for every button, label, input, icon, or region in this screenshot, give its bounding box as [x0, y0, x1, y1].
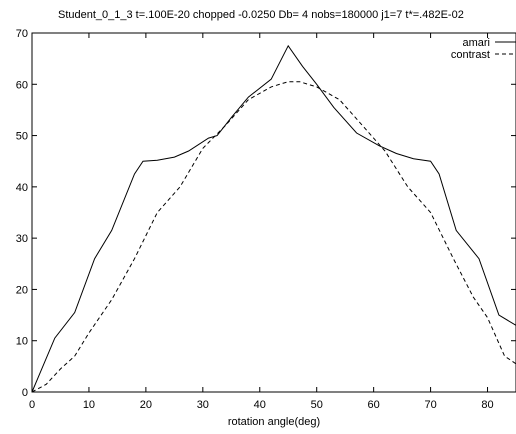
plot-area: 0 10 20 30 40 50 60 70 80 0 10 20 30 40 50 60 70	[16, 28, 516, 411]
x-tick-label: 50	[311, 399, 323, 411]
plot-frame	[31, 32, 516, 393]
x-tick-label: 30	[197, 399, 209, 411]
y-tick-label: 0	[22, 387, 28, 399]
x-tick-label: 20	[140, 399, 152, 411]
y-tick-label: 70	[16, 28, 28, 40]
y-tick-label: 10	[16, 336, 28, 348]
chart-title: Student_0_1_3 t=.100E-20 chopped -0.0250…	[58, 9, 464, 21]
y-tick-label: 30	[16, 233, 28, 245]
y-tick-label: 20	[16, 284, 28, 296]
y-tick-label: 40	[16, 182, 28, 194]
x-tick-label: 80	[481, 399, 493, 411]
y-tick-label: 60	[16, 79, 28, 91]
x-tick-label: 60	[368, 399, 380, 411]
series-line-amari	[31, 44, 516, 393]
legend-label-amari: amari	[462, 37, 490, 49]
x-tick-label: 70	[424, 399, 436, 411]
legend-label-contrast: contrast	[451, 49, 490, 61]
x-tick-label: 10	[83, 399, 95, 411]
x-tick-label: 40	[254, 399, 266, 411]
x-axis-label: rotation angle(deg)	[228, 416, 320, 428]
y-tick-label: 50	[16, 131, 28, 143]
x-tick-label: 0	[29, 399, 35, 411]
series-line-contrast	[31, 81, 516, 393]
